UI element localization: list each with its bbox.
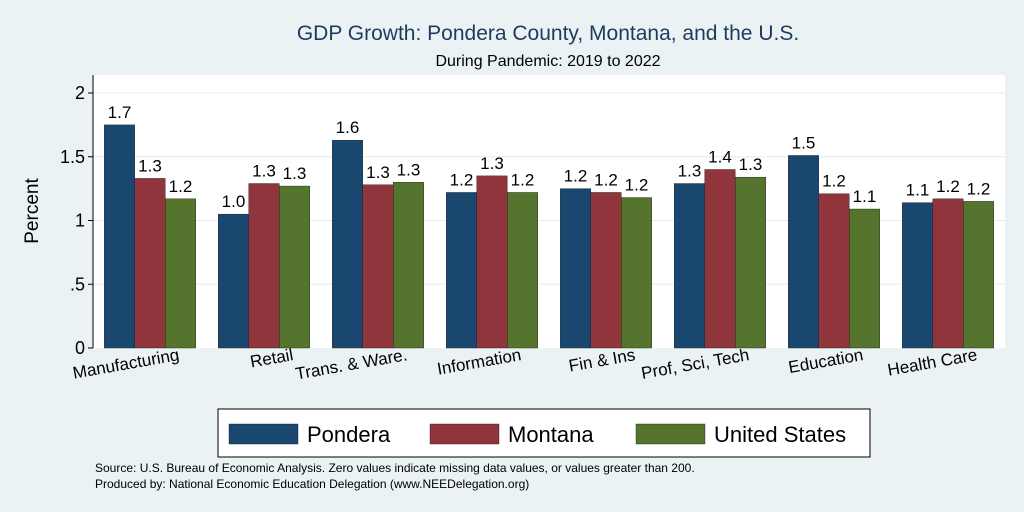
bar-montana bbox=[704, 169, 736, 349]
bar-united-states bbox=[735, 176, 766, 349]
data-label: 1.3 bbox=[397, 160, 421, 179]
bar-pondera bbox=[218, 213, 249, 349]
data-label: 1.3 bbox=[138, 156, 162, 175]
producer-note: Produced by: National Economic Education… bbox=[95, 477, 529, 491]
bar-pondera bbox=[902, 202, 933, 349]
data-label: 1.3 bbox=[252, 162, 276, 181]
bar-montana bbox=[476, 175, 508, 349]
y-tick-label: 2 bbox=[75, 83, 85, 103]
bar-pondera bbox=[560, 188, 591, 349]
legend-label: Pondera bbox=[307, 422, 391, 447]
x-tick-label: Trans. & Ware. bbox=[294, 345, 409, 383]
legend-swatch-montana bbox=[429, 423, 500, 445]
data-label: 1.2 bbox=[822, 172, 846, 191]
x-tick-label: Education bbox=[787, 345, 865, 377]
bar-montana bbox=[134, 178, 166, 349]
legend: Pondera Montana United States bbox=[217, 408, 871, 458]
legend-label: United States bbox=[714, 422, 846, 447]
data-label: 1.3 bbox=[739, 155, 763, 174]
bar-pondera bbox=[104, 124, 135, 349]
y-tick-label: 1 bbox=[75, 211, 85, 231]
label-layer: 1.7 1.3 1.2 1.0 1.3 1.3 1.6 1.3 1.3 1.2 1.3 1.2 1.2 1… bbox=[108, 103, 991, 211]
bar-montana bbox=[818, 193, 850, 349]
bar-united-states bbox=[279, 185, 310, 349]
x-tick-label: Prof, Sci, Tech bbox=[640, 345, 751, 383]
x-tick-label: Health Care bbox=[886, 345, 979, 379]
bar-layer bbox=[104, 124, 994, 349]
data-label: 1.2 bbox=[564, 167, 588, 186]
data-label: 1.2 bbox=[169, 177, 193, 196]
data-label: 1.2 bbox=[511, 170, 535, 189]
y-tick-label: .5 bbox=[70, 274, 85, 294]
source-note: Source: U.S. Bureau of Economic Analysis… bbox=[95, 461, 695, 475]
data-label: 1.3 bbox=[283, 164, 307, 183]
data-label: 1.6 bbox=[336, 118, 360, 137]
data-label: 1.2 bbox=[967, 179, 991, 198]
data-label: 1.2 bbox=[625, 176, 649, 195]
bar-montana bbox=[362, 184, 394, 349]
x-tick-label: Retail bbox=[249, 345, 295, 371]
data-label: 1.2 bbox=[594, 170, 618, 189]
bar-united-states bbox=[165, 198, 196, 349]
data-label: 1.0 bbox=[222, 192, 246, 211]
data-label: 1.7 bbox=[108, 103, 132, 122]
data-label: 1.3 bbox=[366, 163, 390, 182]
y-tick-label: 0 bbox=[75, 338, 85, 358]
x-tick-label: Manufacturing bbox=[71, 345, 180, 382]
ytick-layer: 0 .5 1 1.5 2 bbox=[60, 83, 93, 358]
data-label: 1.3 bbox=[678, 162, 702, 181]
bar-montana bbox=[590, 192, 622, 349]
bar-united-states bbox=[507, 192, 538, 349]
bar-pondera bbox=[446, 192, 477, 349]
bar-pondera bbox=[788, 155, 819, 349]
bar-montana bbox=[248, 183, 280, 349]
bar-united-states bbox=[621, 197, 652, 349]
x-tick-label: Information bbox=[436, 345, 523, 378]
data-label: 1.3 bbox=[480, 154, 504, 173]
legend-swatch-united-states bbox=[635, 423, 706, 445]
bar-montana bbox=[932, 198, 964, 349]
data-label: 1.2 bbox=[450, 170, 474, 189]
bar-united-states bbox=[849, 208, 880, 349]
legend-box bbox=[217, 408, 871, 458]
xtick-layer: Manufacturing Retail Trans. & Ware. Informa… bbox=[71, 345, 978, 383]
bar-united-states bbox=[963, 201, 994, 349]
data-label: 1.1 bbox=[906, 181, 930, 200]
data-label: 1.5 bbox=[792, 133, 816, 152]
legend-swatch-pondera bbox=[228, 423, 299, 445]
chart-title: GDP Growth: Pondera County, Montana, and… bbox=[297, 22, 799, 45]
bar-pondera bbox=[674, 183, 705, 349]
bar-pondera bbox=[332, 139, 363, 349]
legend-label: Montana bbox=[508, 422, 594, 447]
data-label: 1.4 bbox=[708, 148, 732, 167]
bar-united-states bbox=[393, 182, 424, 349]
y-axis-label: Percent bbox=[22, 178, 43, 244]
chart-subtitle: During Pandemic: 2019 to 2022 bbox=[435, 53, 660, 70]
y-tick-label: 1.5 bbox=[60, 147, 85, 167]
x-tick-label: Fin & Ins bbox=[567, 345, 636, 375]
data-label: 1.2 bbox=[936, 177, 960, 196]
data-label: 1.1 bbox=[853, 187, 877, 206]
